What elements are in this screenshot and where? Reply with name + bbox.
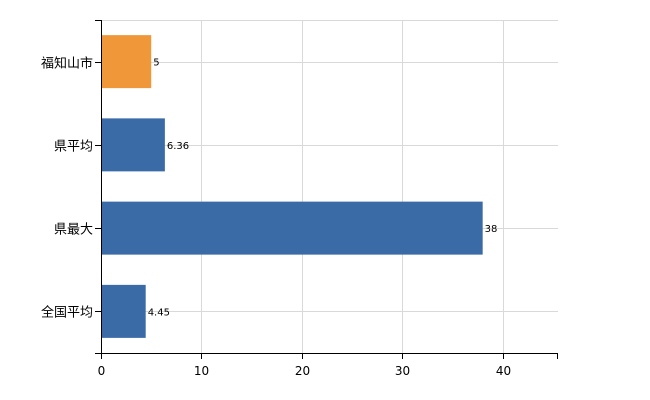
y-tick-label: 全国平均 [41, 305, 93, 321]
y-tick-label: 県最大 [54, 223, 93, 238]
axes [95, 20, 558, 359]
data-label: 4.45 [148, 307, 170, 318]
x-tick-label: 0 [98, 364, 106, 378]
x-tick-label: 30 [395, 364, 410, 378]
bar-0 [101, 35, 152, 89]
x-tick-label: 40 [496, 364, 511, 378]
x-tick-label: 10 [194, 364, 209, 378]
bar-2 [101, 201, 483, 255]
grid-lines [101, 20, 558, 353]
y-tick-label: 福知山市 [41, 56, 93, 72]
bar-1 [101, 118, 165, 172]
data-label: 5 [153, 58, 159, 69]
data-label: 6.36 [167, 141, 189, 152]
x-tick-label: 20 [295, 364, 310, 378]
bar-3 [101, 284, 146, 338]
data-label: 38 [485, 224, 498, 235]
y-tick-label: 県平均 [54, 140, 93, 155]
bars [101, 35, 483, 338]
